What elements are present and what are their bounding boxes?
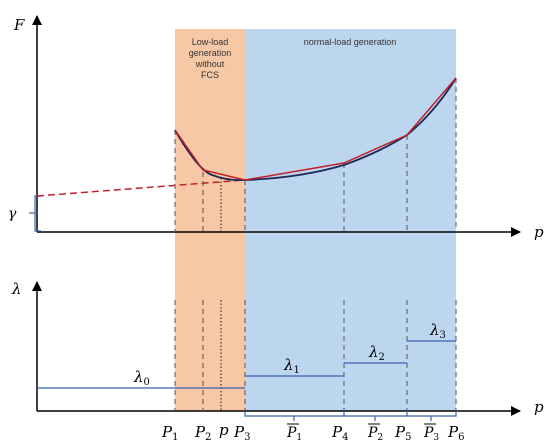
tick-label-P6: P6	[447, 423, 464, 443]
low-load-label-3: without	[195, 59, 225, 69]
low-load-label-1: Low-load	[192, 37, 229, 47]
tick-label-P4: P4	[331, 423, 348, 443]
interval-labels: P1 P2 P3	[286, 423, 439, 443]
low-load-label-4: FCS	[201, 70, 219, 80]
bottom-guide-lines	[174, 300, 457, 411]
bottom-y-axis-label: λ	[11, 280, 22, 298]
bottom-x-axis-label: p	[534, 398, 544, 416]
low-load-region	[175, 29, 245, 411]
interval-label-2: P2	[367, 425, 383, 443]
normal-load-region	[245, 29, 456, 411]
lambda3-label: λ3	[429, 321, 446, 341]
low-load-label-2: generation	[189, 48, 232, 58]
tick-label-P3: P3	[233, 423, 250, 443]
top-x-axis-label: p	[534, 223, 544, 241]
tick-label-p: p	[219, 421, 229, 439]
normal-load-label: normal-load generation	[304, 37, 397, 47]
tick-label-P5: P5	[394, 423, 411, 443]
cost-curve	[174, 77, 457, 182]
interval-label-1: P1	[286, 425, 302, 443]
top-guide-lines	[174, 78, 457, 232]
intercept-dashed-line	[36, 179, 246, 197]
lambda2-label: λ2	[368, 343, 385, 363]
piecewise-linear-approx	[174, 77, 457, 181]
top-y-axis-label: F	[13, 16, 25, 34]
tick-label-P2: P2	[194, 423, 211, 443]
gamma-bracket	[34, 195, 41, 232]
interval-bracket	[244, 411, 457, 421]
gamma-label: γ	[8, 206, 17, 222]
lambda0-label: λ0	[133, 368, 150, 388]
x-tick-labels: P1 P2 p P3 P4 P5 P6	[161, 421, 464, 443]
tick-label-P1: P1	[161, 423, 178, 443]
lambda-steps	[37, 340, 456, 389]
interval-label-3: P3	[423, 425, 439, 443]
lambda1-label: λ1	[283, 356, 300, 376]
